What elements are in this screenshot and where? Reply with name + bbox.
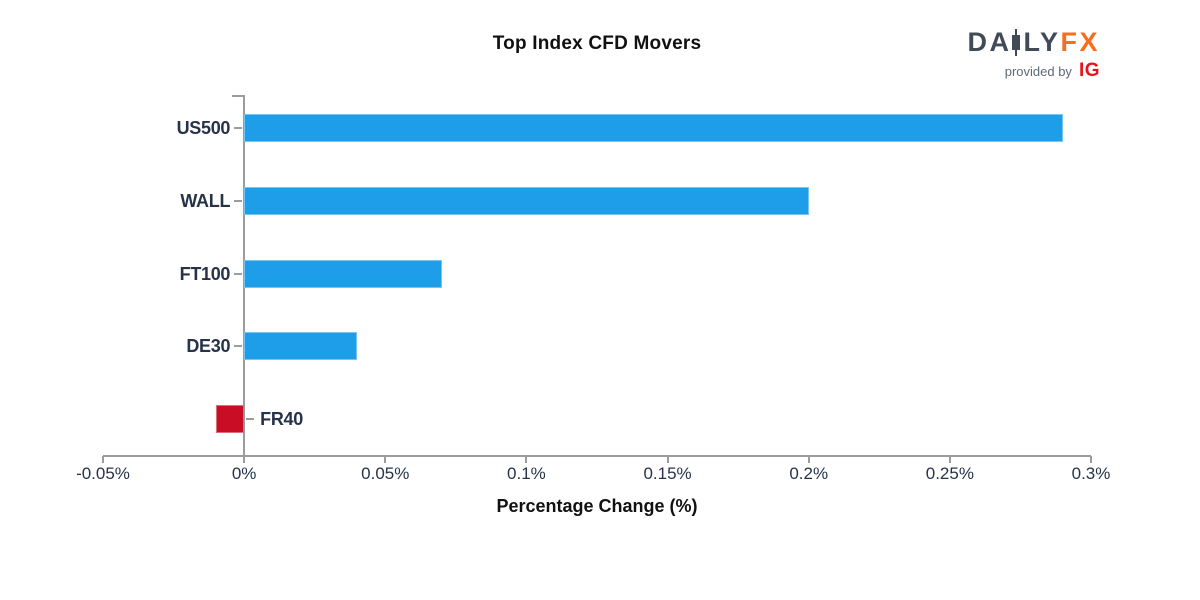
x-tick-label-0%: 0% <box>231 464 257 483</box>
x-tick-label-0.05%: 0.05% <box>361 464 410 483</box>
y-axis-top-cap <box>232 95 245 97</box>
bar-ft100 <box>244 259 442 288</box>
x-tick-0.2% <box>807 456 810 463</box>
x-tick-label-0.1%: 0.1% <box>507 464 546 483</box>
x-tick-0.3% <box>1090 456 1092 463</box>
provided-by-row: provided by IG <box>967 60 1100 82</box>
category-tick-wall <box>234 199 243 202</box>
x-tick-0.1% <box>525 456 528 463</box>
candlestick-icon <box>1012 29 1021 56</box>
x-tick-label-0.2%: 0.2% <box>789 464 829 483</box>
provided-by-text: provided by <box>1004 63 1072 79</box>
x-tick-0.15% <box>666 456 669 463</box>
x-tick-0.05% <box>384 456 387 463</box>
category-label-us500: US500 <box>176 118 231 139</box>
category-tick-de30 <box>234 345 243 348</box>
category-label-de30: DE30 <box>186 336 231 357</box>
category-tick-fr40 <box>246 417 255 420</box>
bar-de30 <box>244 332 358 361</box>
chart-title: Top Index CFD Movers <box>492 33 702 54</box>
ig-logo: IG <box>1078 60 1100 81</box>
bar-fr40 <box>215 404 245 433</box>
x-tick-0.25% <box>948 456 951 463</box>
x-tick-label-0.25%: 0.25% <box>925 464 974 483</box>
dailyfx-logo: DA LY FX provided by IG <box>967 27 1100 82</box>
category-label-wall: WALL <box>180 190 231 211</box>
x-axis-title: Percentage Change (%) <box>496 496 698 516</box>
x-tick-label-0.3%: 0.3% <box>1071 464 1111 483</box>
dailyfx-wordmark: DA LY FX <box>967 27 1100 58</box>
x-tick-label-0.15%: 0.15% <box>643 464 692 483</box>
x-axis-line <box>103 455 1091 457</box>
wordmark-da: DA <box>967 27 1012 57</box>
category-label-ft100: FT100 <box>179 263 231 284</box>
plot-area: Percentage Change (%) US500 WALL FT100 DE30… <box>76 92 1110 516</box>
wordmark-ly: LY <box>1023 27 1061 57</box>
bar-wall <box>244 186 809 215</box>
bar-us500 <box>244 114 1063 143</box>
x-tick-label--0.05%: -0.05% <box>76 464 130 483</box>
x-tick--0.05% <box>102 456 104 463</box>
x-tick-0% <box>243 456 246 463</box>
wordmark-fx: FX <box>1060 27 1100 57</box>
category-tick-ft100 <box>234 272 243 275</box>
category-tick-us500 <box>234 127 243 130</box>
category-label-fr40: FR40 <box>260 408 303 429</box>
